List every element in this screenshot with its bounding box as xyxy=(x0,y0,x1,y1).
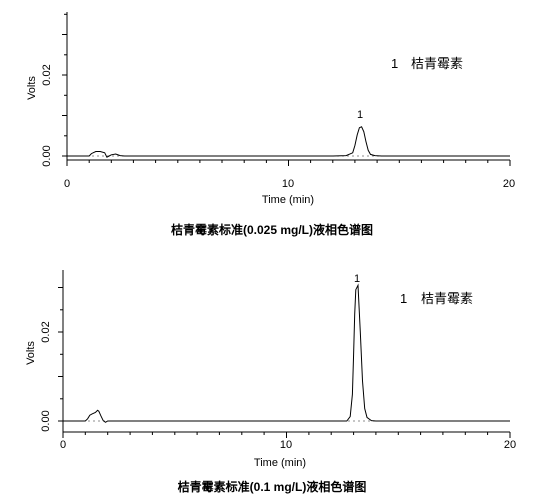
chart-1-y-tick-label-1: 0.02 xyxy=(41,64,53,85)
chart-2-legend-label: 桔青霉素 xyxy=(421,291,473,306)
chart-1-legend-number: 1 xyxy=(391,56,398,71)
chart-1-x-minor-ticks xyxy=(66,160,511,166)
chart-2-legend-number: 1 xyxy=(400,291,407,306)
chart-2-x-tick-label-2: 20 xyxy=(504,439,516,451)
chart-1-y-axis-label: Volts xyxy=(26,76,38,100)
chart-1-y-tick-label-0: 0.00 xyxy=(41,145,53,166)
chart-2-y-tick-label-0: 0.00 xyxy=(40,410,52,431)
chart-1-x-axis-label: Time (min) xyxy=(262,194,314,206)
chart-2-peak-label: 1 xyxy=(354,273,360,285)
chart-1-y-minor-ticks xyxy=(62,13,67,157)
chart-1-caption: 桔青霉素标准(0.025 mg/L)液相色谱图 xyxy=(171,222,373,237)
chart-2: 0.00 0.02 0 10 20 Volts Time (min) 1 1 桔… xyxy=(25,270,516,494)
chart-2-y-tick-label-1: 0.02 xyxy=(40,321,52,342)
chart-1-legend-label: 桔青霉素 xyxy=(411,56,463,71)
chart-1: 0.00 0.02 0 10 20 Volts Time (min) 1 1 桔… xyxy=(26,12,515,237)
chart-2-x-tick-label-1: 10 xyxy=(280,439,292,451)
chart-1-peak-label: 1 xyxy=(357,109,363,121)
chart-1-x-tick-label-2: 20 xyxy=(503,178,515,190)
chart-1-x-tick-label-1: 10 xyxy=(282,178,294,190)
chart-2-x-axis-label: Time (min) xyxy=(254,457,306,469)
chart-2-y-minor-ticks xyxy=(58,287,63,422)
chart-2-x-tick-label-0: 0 xyxy=(60,439,66,451)
chart-2-caption: 桔青霉素标准(0.1 mg/L)液相色谱图 xyxy=(178,479,367,494)
chart-2-trace-line xyxy=(63,283,510,423)
chart-2-x-minor-ticks xyxy=(62,432,511,438)
chart-1-trace-line xyxy=(67,126,510,158)
chart-1-x-tick-label-0: 0 xyxy=(64,178,70,190)
chart-2-y-axis-label: Volts xyxy=(25,341,37,365)
